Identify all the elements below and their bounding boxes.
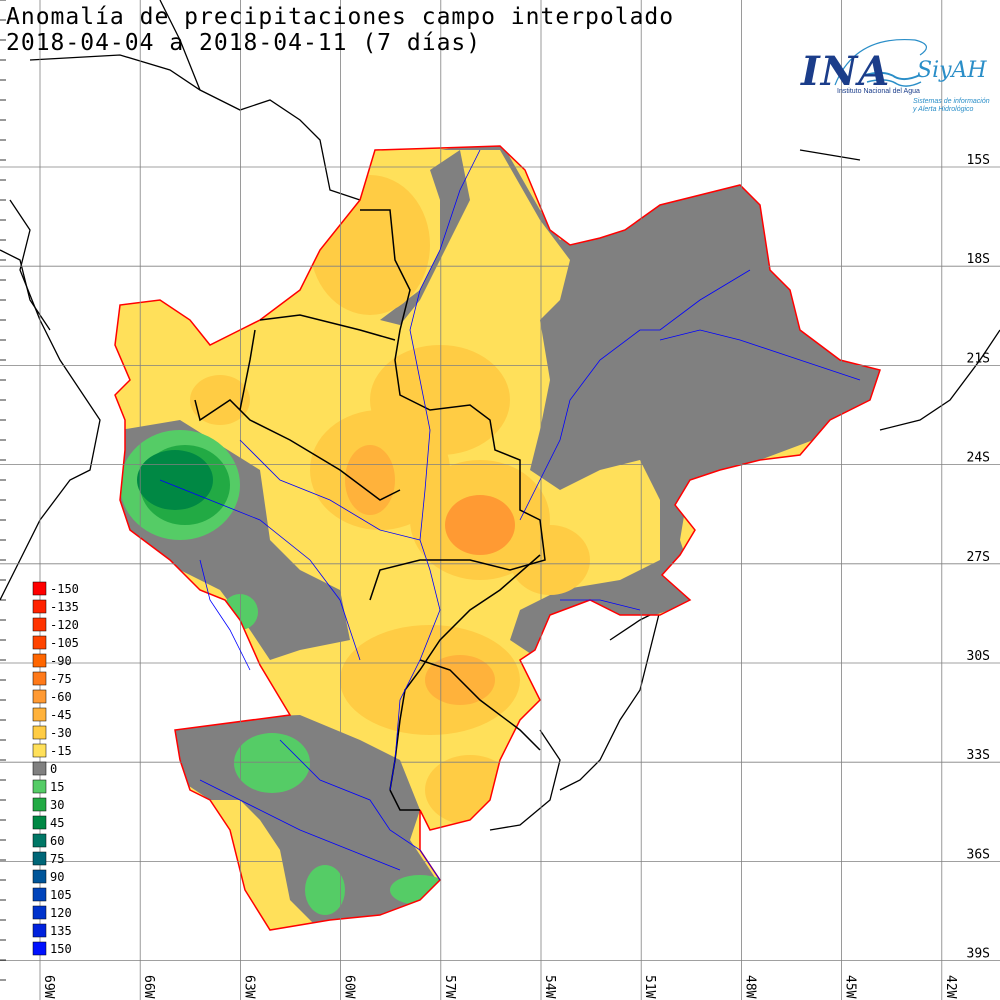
- logo-tagline-2: y Alerta Hidrológico: [913, 106, 974, 113]
- longitude-label: 66W: [141, 975, 156, 999]
- ina-siyah-logo: INA SiyAH Instituto Nacional del Agua Si…: [795, 30, 995, 130]
- latitude-label: 21S: [967, 351, 990, 366]
- latitude-label: 39S: [967, 947, 990, 962]
- legend-swatch: [32, 779, 47, 794]
- legend-label: -30: [50, 726, 72, 740]
- legend-label: -135: [50, 600, 79, 614]
- legend-swatch: [32, 941, 47, 956]
- legend-label: 30: [50, 798, 64, 812]
- legend-swatch: [32, 797, 47, 812]
- logo-swoosh-icon: [834, 38, 927, 87]
- legend-swatch: [32, 599, 47, 614]
- latitude-label: 18S: [967, 252, 990, 267]
- rivers: [159, 149, 861, 881]
- latitude-label: 15S: [967, 153, 990, 168]
- legend-label: -60: [50, 690, 72, 704]
- legend-label: 90: [50, 870, 64, 884]
- longitude-label: 51W: [642, 975, 657, 999]
- latitude-label: 30S: [967, 649, 990, 664]
- legend-label: -105: [50, 636, 79, 650]
- legend-label: 135: [50, 924, 72, 938]
- longitude-label: 45W: [843, 975, 858, 999]
- legend-label: -90: [50, 654, 72, 668]
- longitude-label: 63W: [241, 975, 256, 999]
- logo-tagline-1: Sistemas de información: [913, 98, 990, 105]
- legend-label: -15: [50, 744, 72, 758]
- latitude-labels: 15S 18S 21S 24S 27S 30S 33S 36S 39S: [967, 153, 990, 962]
- legend-swatch: [32, 851, 47, 866]
- latitude-label: 36S: [967, 847, 990, 862]
- legend-swatch: [32, 707, 47, 722]
- map-title: Anomalía de precipitaciones campo interp…: [6, 4, 675, 30]
- color-legend: -150-135-120-105-90-75-60-45-30-15015304…: [32, 581, 79, 956]
- legend-label: 45: [50, 816, 64, 830]
- map-date-range: 2018-04-04 a 2018-04-11 (7 días): [6, 30, 482, 56]
- legend-swatch: [32, 689, 47, 704]
- legend-swatch: [32, 923, 47, 938]
- country-borders: [194, 209, 546, 811]
- legend-label: 60: [50, 834, 64, 848]
- legend-swatch: [32, 617, 47, 632]
- legend-label: -150: [50, 582, 79, 596]
- longitude-label: 69W: [41, 975, 56, 999]
- longitude-label: 42W: [943, 975, 958, 999]
- longitude-label: 54W: [542, 975, 557, 999]
- longitude-label: 48W: [742, 975, 757, 999]
- legend-swatch: [32, 653, 47, 668]
- legend-label: -45: [50, 708, 72, 722]
- legend-swatch: [32, 815, 47, 830]
- legend-label: 15: [50, 780, 64, 794]
- legend-label: 0: [50, 762, 57, 776]
- logo-ina-text: INA: [801, 48, 891, 95]
- legend-label: 75: [50, 852, 64, 866]
- legend-label: -75: [50, 672, 72, 686]
- legend-swatch: [32, 833, 47, 848]
- legend-swatch: [32, 671, 47, 686]
- longitude-label: 60W: [342, 975, 357, 999]
- latitude-label: 24S: [967, 451, 990, 466]
- legend-swatch: [32, 887, 47, 902]
- legend-label: 120: [50, 906, 72, 920]
- legend-swatch: [32, 725, 47, 740]
- legend-swatch: [32, 869, 47, 884]
- legend-label: -120: [50, 618, 79, 632]
- legend-swatch: [32, 743, 47, 758]
- logo-siyah-text: SiyAH: [917, 58, 987, 83]
- logo-subtitle: Instituto Nacional del Agua: [837, 88, 920, 95]
- legend-swatch: [32, 905, 47, 920]
- latitude-label: 27S: [967, 550, 990, 565]
- legend-swatch: [32, 635, 47, 650]
- longitude-labels: 69W 66W 63W 60W 57W 54W 51W 48W 45W 42W: [41, 975, 958, 999]
- longitude-label: 57W: [442, 975, 457, 999]
- legend-label: 105: [50, 888, 72, 902]
- anomaly-field: [115, 146, 880, 930]
- legend-swatch: [32, 581, 47, 596]
- latitude-label: 33S: [967, 748, 990, 763]
- legend-label: 150: [50, 942, 72, 956]
- outside-country-borders: [0, 0, 1000, 831]
- legend-swatch: [32, 761, 47, 776]
